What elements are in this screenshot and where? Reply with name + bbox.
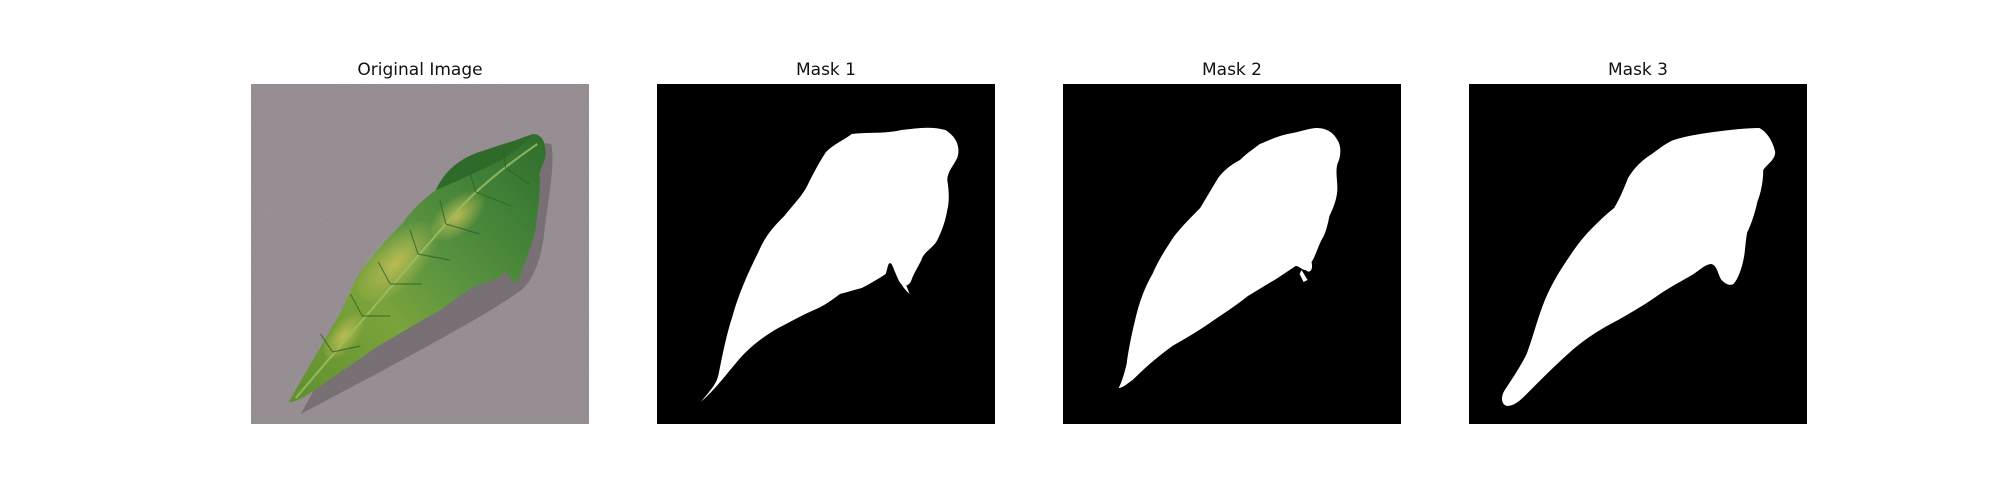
panel-mask-2: Mask 2 — [1063, 58, 1401, 424]
mask-1-image — [657, 84, 995, 424]
panel-title: Mask 2 — [1201, 60, 1262, 80]
panel-title: Mask 1 — [795, 60, 856, 80]
panel-title: Mask 3 — [1607, 60, 1668, 80]
panel-mask-1: Mask 1 — [657, 58, 995, 424]
panel-mask-3: Mask 3 — [1469, 58, 1807, 424]
mask-3-image — [1469, 84, 1807, 424]
panel-title: Original Image — [357, 60, 483, 80]
mask-2-image — [1063, 84, 1401, 424]
panel-original-image: Original Image — [251, 58, 589, 424]
original-leaf-image — [251, 84, 589, 424]
